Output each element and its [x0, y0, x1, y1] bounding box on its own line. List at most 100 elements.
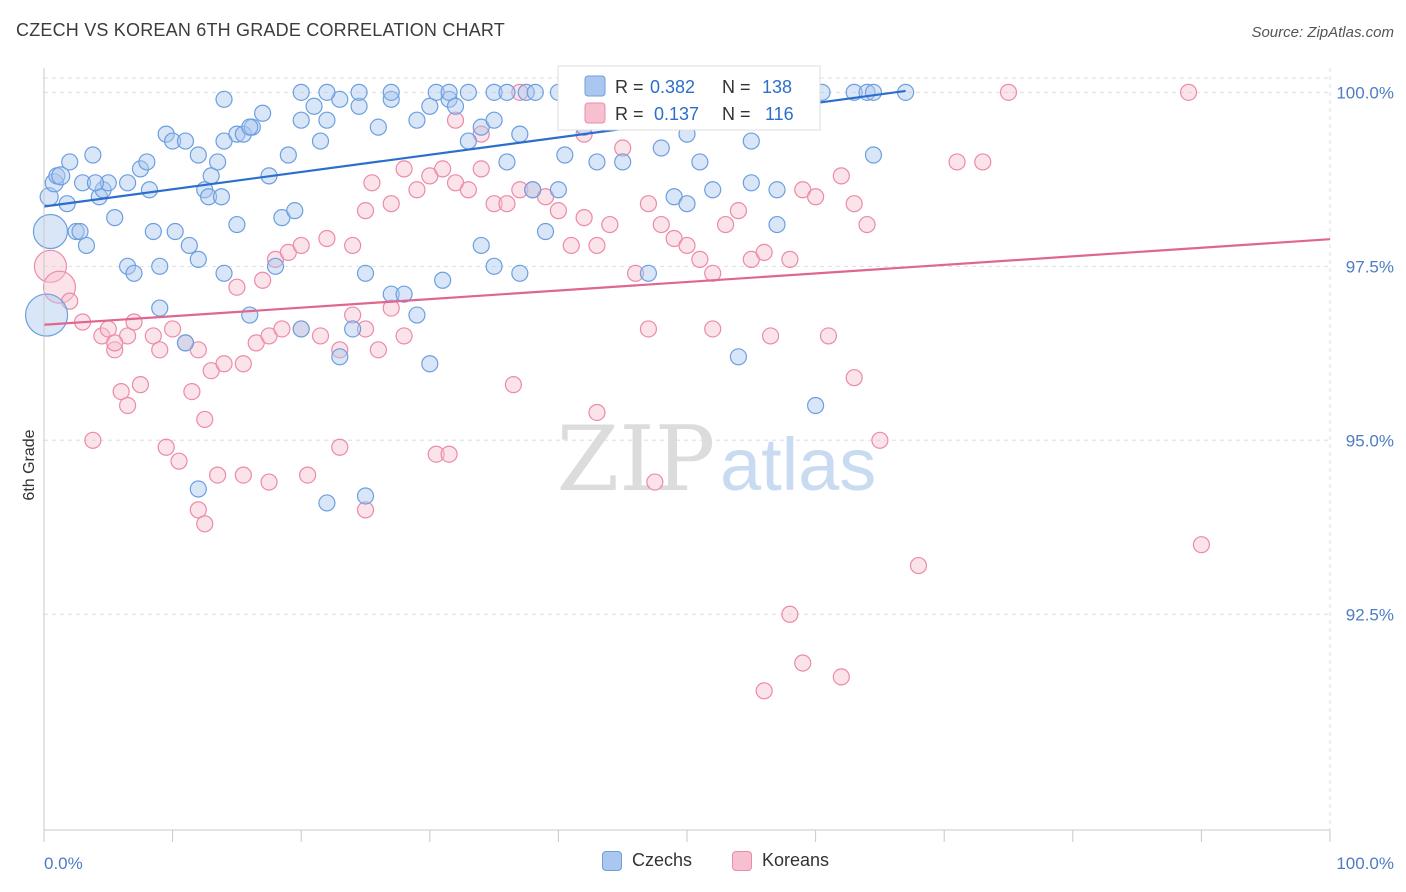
czech-point	[292, 320, 310, 338]
legend-item-koreans[interactable]: Koreans	[732, 850, 829, 871]
korean-point	[118, 396, 137, 415]
czech-point	[254, 104, 272, 122]
czech-point	[485, 111, 503, 129]
czech-point	[408, 111, 426, 129]
czech-point	[151, 299, 169, 317]
korean-point	[678, 236, 696, 255]
czech-point	[517, 83, 535, 101]
czech-point	[164, 132, 182, 150]
czech-point	[742, 132, 760, 150]
czech-point	[459, 132, 477, 150]
korean-point	[131, 376, 150, 394]
czech-point	[140, 181, 159, 199]
korean-point	[395, 160, 413, 178]
czech-point	[24, 293, 69, 337]
czech-point	[189, 146, 207, 164]
czech-point	[71, 222, 89, 241]
korean-point	[446, 111, 465, 129]
czech-point	[395, 285, 413, 303]
source-label: Source: ZipAtlas.com	[1251, 24, 1394, 41]
czech-point	[768, 215, 786, 234]
czech-point	[305, 97, 323, 115]
legend-item-czechs[interactable]: Czechs	[602, 850, 692, 871]
korean-r-label: R =	[615, 104, 649, 124]
korean-legend-swatch	[584, 102, 606, 124]
korean-point	[562, 236, 580, 255]
czech-point	[176, 132, 195, 150]
korean-point	[716, 215, 735, 234]
czech-point	[279, 146, 297, 164]
korean-point	[652, 215, 670, 234]
koreans-swatch	[732, 850, 752, 871]
korean-point	[909, 556, 928, 575]
czech-point	[311, 132, 330, 150]
korean-point	[273, 320, 291, 338]
czech-point	[639, 264, 658, 282]
korean-point	[42, 270, 77, 304]
czech-point	[151, 257, 169, 275]
czech-point	[138, 153, 156, 171]
korean-point	[549, 202, 568, 220]
czech-point	[421, 355, 439, 373]
czech-point	[427, 83, 445, 101]
korean-point	[974, 153, 992, 171]
czech-point	[729, 348, 748, 366]
korean-point	[331, 341, 349, 359]
korean-point	[781, 605, 799, 623]
korean-point	[234, 355, 252, 373]
korean-point	[106, 341, 124, 359]
czech-point	[180, 236, 198, 255]
czech-point	[215, 264, 233, 282]
korean-point	[33, 249, 68, 283]
korean-point	[639, 320, 658, 338]
y-axis-label: 6th Grade	[21, 429, 38, 500]
czech-point	[556, 146, 574, 164]
czech-point	[344, 320, 362, 338]
korean-point	[209, 466, 227, 484]
korean-point	[254, 271, 272, 289]
korean-point	[228, 278, 246, 296]
korean-point	[311, 327, 330, 345]
czech-point	[511, 125, 529, 143]
czech-point	[106, 209, 124, 227]
korean-point	[575, 209, 593, 227]
korean-point	[395, 327, 413, 345]
czech-point	[73, 174, 92, 192]
czech-point	[459, 83, 477, 101]
czech-legend-swatch	[584, 75, 606, 97]
korean-n-value: 116	[765, 104, 794, 124]
czech-point	[292, 83, 310, 101]
czech-point	[61, 153, 79, 171]
korean-point	[125, 313, 143, 331]
czech-point	[356, 487, 375, 505]
korean-point	[858, 215, 876, 234]
czech-point	[511, 264, 529, 282]
czech-point	[864, 83, 883, 101]
korean-point	[485, 195, 503, 213]
korean-n-label: N =	[722, 104, 756, 124]
korean-point	[639, 195, 658, 213]
czech-point	[526, 83, 544, 101]
korean-point	[292, 236, 310, 255]
korean-point	[369, 341, 387, 359]
czech-point	[742, 174, 760, 192]
czech-point	[498, 153, 516, 171]
korean-point	[151, 341, 169, 359]
korean-point	[196, 410, 214, 429]
czech-point	[356, 264, 375, 282]
korean-point	[626, 264, 645, 282]
czech-point	[241, 118, 259, 136]
czech-point	[446, 97, 465, 115]
korean-point	[588, 403, 606, 422]
korean-point	[948, 153, 966, 171]
korean-point	[170, 452, 188, 470]
czech-point	[200, 188, 218, 206]
korean-point	[215, 355, 233, 373]
czech-point	[286, 202, 304, 220]
watermark: ZIP atlas	[557, 407, 877, 512]
czech-point	[125, 264, 143, 282]
korean-point	[832, 167, 850, 185]
watermark-atlas: atlas	[720, 423, 876, 506]
stats-legend: R = 0.382 N = 138 R = 0.137 N = 116	[557, 65, 821, 131]
